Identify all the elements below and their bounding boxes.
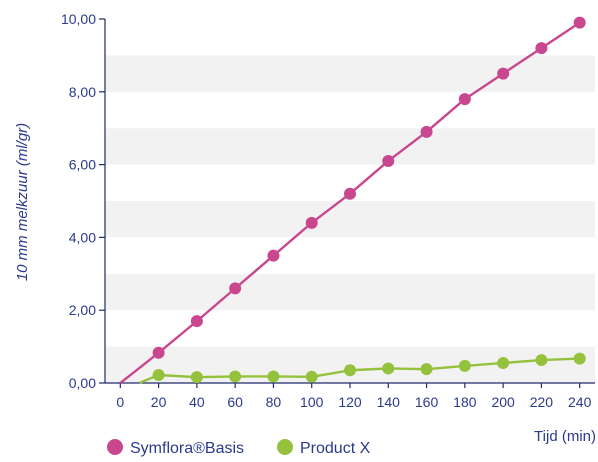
- x-tick-labels: 0 20 40 60 80 100 120 140 160 180 200 220 240: [116, 394, 591, 410]
- legend-label-product-x: Product X: [300, 440, 371, 457]
- y-tick-label: 2,00: [69, 302, 96, 318]
- data-point: [190, 315, 203, 328]
- grid-band: [105, 55, 595, 92]
- data-point: [535, 42, 548, 55]
- y-tick-label: 8,00: [69, 84, 96, 100]
- legend-marker-symflora: [107, 439, 123, 455]
- x-tick-label: 80: [266, 394, 282, 410]
- data-point: [190, 371, 203, 384]
- y-tick-label: 4,00: [69, 229, 96, 245]
- x-axis-label: Tijd (min): [534, 428, 596, 445]
- data-point: [535, 354, 548, 367]
- data-point: [152, 346, 165, 359]
- data-point: [497, 67, 510, 80]
- grid-band: [105, 310, 595, 347]
- data-point: [267, 249, 280, 262]
- data-point: [305, 370, 318, 383]
- x-tick-label: 40: [189, 394, 205, 410]
- data-point: [229, 370, 242, 383]
- y-tick-label: 10,00: [61, 11, 96, 27]
- x-tick-label: 0: [116, 394, 124, 410]
- legend-label-symflora: Symflora®Basis: [130, 440, 244, 457]
- data-point: [497, 356, 510, 369]
- x-tick-label: 140: [377, 394, 401, 410]
- legend: Symflora®Basis Product X: [107, 439, 371, 457]
- x-tick-label: 180: [453, 394, 477, 410]
- grid-band: [105, 91, 595, 129]
- grid-band: [105, 201, 595, 238]
- x-tick-label: 200: [491, 394, 515, 410]
- legend-marker-product-x: [277, 439, 293, 455]
- grid-band: [105, 237, 595, 274]
- data-point: [229, 282, 242, 295]
- data-point: [420, 363, 433, 376]
- x-tick-label: 240: [568, 394, 592, 410]
- grid-band: [105, 273, 595, 311]
- data-point: [573, 352, 586, 365]
- grid-bands: [105, 19, 595, 383]
- data-point: [344, 364, 356, 377]
- data-point: [458, 359, 471, 372]
- x-tick-label: 160: [415, 394, 439, 410]
- y-tick-labels: 0,00 2,00 4,00 6,00 8,00 10,00: [61, 11, 96, 391]
- axes: [99, 18, 595, 388]
- data-point: [267, 370, 280, 383]
- x-tick-label: 60: [227, 394, 243, 410]
- data-point: [458, 93, 471, 106]
- grid-band: [105, 128, 595, 165]
- series-layer: [119, 16, 586, 385]
- y-tick-label: 0,00: [69, 375, 96, 391]
- data-point: [420, 125, 433, 138]
- x-tick-label: 120: [338, 394, 362, 410]
- data-point: [305, 216, 318, 229]
- y-tick-label: 6,00: [69, 157, 96, 173]
- data-point: [573, 16, 586, 29]
- data-point: [382, 154, 395, 167]
- data-point: [152, 368, 165, 381]
- x-tick-label: 220: [530, 394, 554, 410]
- y-axis-label: 10 mm melkzuur (ml/gr): [14, 123, 31, 281]
- grid-band: [105, 19, 595, 56]
- x-tick-label: 100: [300, 394, 324, 410]
- data-point: [382, 362, 395, 375]
- data-point: [344, 187, 356, 200]
- x-tick-label: 20: [151, 394, 167, 410]
